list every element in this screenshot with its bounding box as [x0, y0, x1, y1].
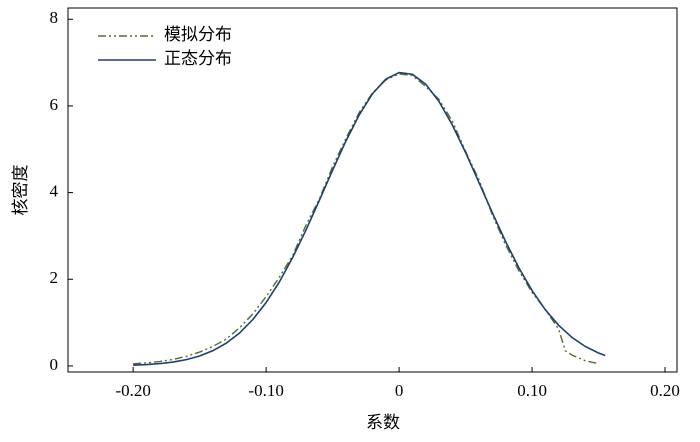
plot-frame: [67, 7, 678, 373]
legend-label: 模拟分布: [164, 25, 232, 44]
series-line: [133, 73, 599, 365]
y-tick-label: 0: [50, 355, 59, 374]
x-axis-label: 系数: [366, 413, 400, 432]
series-line: [133, 71, 606, 366]
x-tick-label: 0: [395, 381, 404, 400]
y-tick-label: 4: [50, 182, 59, 201]
y-axis-label: 核密度: [11, 165, 30, 216]
x-tick-label: 0.20: [650, 381, 680, 400]
legend-label: 正态分布: [164, 49, 232, 68]
y-tick-label: 2: [50, 268, 59, 287]
x-tick-label: -0.10: [248, 381, 283, 400]
x-tick-label: 0.10: [517, 381, 547, 400]
y-tick-label: 8: [50, 8, 59, 27]
x-tick-label: -0.20: [115, 381, 150, 400]
y-tick-label: 6: [50, 95, 59, 114]
